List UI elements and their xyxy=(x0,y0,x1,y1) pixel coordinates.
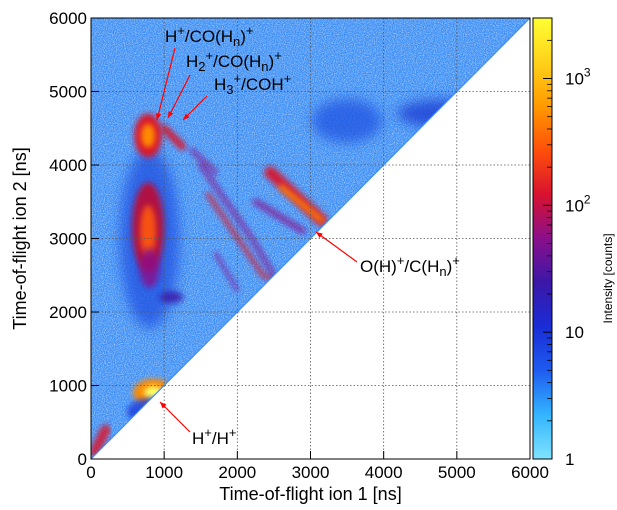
colorbar-ticks: 1 10 102 103 xyxy=(543,17,591,469)
colorbar xyxy=(532,17,553,460)
annotations: H+/CO(Hn)+H2+/CO(Hn)+H3+/COH+ O(H)+/C(Hn)… xyxy=(155,23,460,448)
x-tick-label: 6000 xyxy=(511,463,549,482)
annotation-arrow xyxy=(156,47,176,121)
colorbar-tick-label: 10 xyxy=(565,323,584,342)
colorbar-title: Intensity [counts] xyxy=(601,233,615,323)
annotation-hh: H+/H+ xyxy=(159,401,236,448)
annotation-label: H+/H+ xyxy=(192,425,236,448)
x-tick-label: 1000 xyxy=(145,463,183,482)
annotation-label: H+/CO(Hn)+ xyxy=(165,23,254,49)
annotation-oh: O(H)+/C(Hn)+ xyxy=(315,231,460,279)
x-tick-label: 4000 xyxy=(365,463,403,482)
x-tick-label: 0 xyxy=(86,463,95,482)
annotation-arrow xyxy=(315,231,358,263)
annotation-h2: H2+/CO(Hn)+ xyxy=(167,48,282,119)
arrow-head xyxy=(155,113,162,120)
y-tick-label: 5000 xyxy=(49,83,87,102)
y-tick-label: 6000 xyxy=(49,9,87,28)
annotation-label: O(H)+/C(Hn)+ xyxy=(360,253,460,279)
y-axis-title: Time-of-flight ion 2 [ns] xyxy=(10,147,30,329)
arrow-head xyxy=(168,111,174,118)
annotation-h3: H3+/COH+ xyxy=(182,71,291,121)
y-tick-label: 0 xyxy=(78,450,87,469)
annotation-label: H3+/COH+ xyxy=(214,71,291,97)
x-tick-label: 3000 xyxy=(292,463,330,482)
x-axis-ticks: 0 1000 2000 3000 4000 5000 6000 xyxy=(86,451,549,482)
colorbar-tick-label: 102 xyxy=(565,192,591,215)
x-tick-label: 5000 xyxy=(438,463,476,482)
annotation-label: H2+/CO(Hn)+ xyxy=(186,48,282,74)
annotation-arrow xyxy=(167,74,191,119)
arrow-head xyxy=(160,402,167,409)
density-structures xyxy=(91,21,488,457)
y-tick-label: 4000 xyxy=(49,156,87,175)
x-tick-label: 2000 xyxy=(218,463,256,482)
colorbar-tick-label: 1 xyxy=(565,450,574,469)
annotation-co: H+/CO(Hn)+ xyxy=(155,23,254,121)
arrow-head xyxy=(183,113,190,120)
y-tick-label: 3000 xyxy=(49,230,87,249)
y-tick-label: 2000 xyxy=(49,303,87,322)
x-axis-title: Time-of-flight ion 1 [ns] xyxy=(219,484,401,504)
y-tick-label: 1000 xyxy=(49,377,87,396)
y-axis-ticks: 0 1000 2000 3000 4000 5000 6000 xyxy=(49,9,99,469)
colorbar-tick-label: 103 xyxy=(565,66,591,89)
arrow-head xyxy=(316,232,323,239)
annotation-arrow xyxy=(159,401,191,433)
